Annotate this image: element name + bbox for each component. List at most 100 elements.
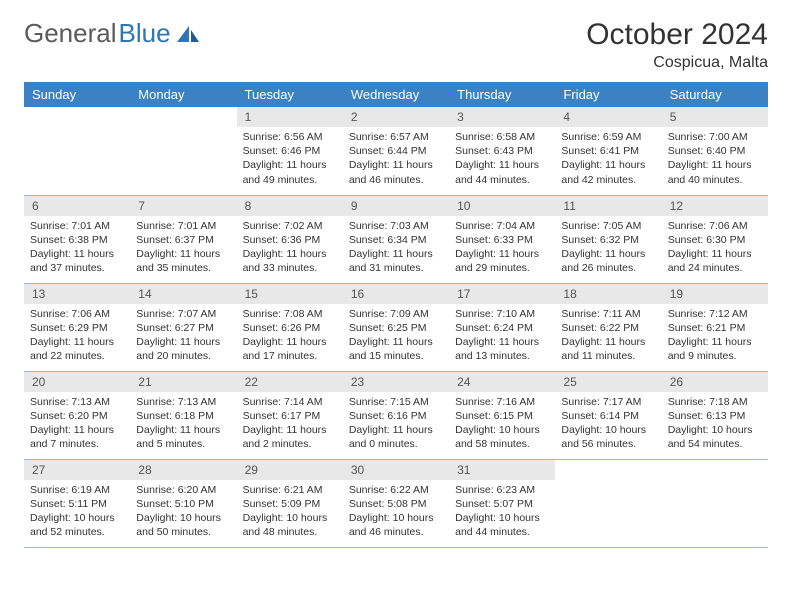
calendar-cell: 17Sunrise: 7:10 AMSunset: 6:24 PMDayligh… bbox=[449, 283, 555, 371]
day-details: Sunrise: 6:21 AMSunset: 5:09 PMDaylight:… bbox=[237, 480, 343, 543]
day-details: Sunrise: 7:16 AMSunset: 6:15 PMDaylight:… bbox=[449, 392, 555, 455]
day-details: Sunrise: 7:05 AMSunset: 6:32 PMDaylight:… bbox=[555, 216, 661, 279]
calendar-cell bbox=[555, 459, 661, 547]
calendar-cell: 2Sunrise: 6:57 AMSunset: 6:44 PMDaylight… bbox=[343, 107, 449, 195]
calendar-cell: 12Sunrise: 7:06 AMSunset: 6:30 PMDayligh… bbox=[662, 195, 768, 283]
title-block: October 2024 Cospicua, Malta bbox=[586, 18, 768, 72]
calendar-cell: 24Sunrise: 7:16 AMSunset: 6:15 PMDayligh… bbox=[449, 371, 555, 459]
calendar-cell: 31Sunrise: 6:23 AMSunset: 5:07 PMDayligh… bbox=[449, 459, 555, 547]
calendar-cell: 3Sunrise: 6:58 AMSunset: 6:43 PMDaylight… bbox=[449, 107, 555, 195]
day-number: 17 bbox=[449, 284, 555, 304]
calendar-cell: 20Sunrise: 7:13 AMSunset: 6:20 PMDayligh… bbox=[24, 371, 130, 459]
day-number: 19 bbox=[662, 284, 768, 304]
day-number: 27 bbox=[24, 460, 130, 480]
day-number: 28 bbox=[130, 460, 236, 480]
day-details: Sunrise: 7:17 AMSunset: 6:14 PMDaylight:… bbox=[555, 392, 661, 455]
day-number: 22 bbox=[237, 372, 343, 392]
calendar-row: 13Sunrise: 7:06 AMSunset: 6:29 PMDayligh… bbox=[24, 283, 768, 371]
calendar-cell: 30Sunrise: 6:22 AMSunset: 5:08 PMDayligh… bbox=[343, 459, 449, 547]
day-number: 7 bbox=[130, 196, 236, 216]
day-details: Sunrise: 7:02 AMSunset: 6:36 PMDaylight:… bbox=[237, 216, 343, 279]
day-details: Sunrise: 6:20 AMSunset: 5:10 PMDaylight:… bbox=[130, 480, 236, 543]
day-number: 21 bbox=[130, 372, 236, 392]
day-number: 8 bbox=[237, 196, 343, 216]
logo-sail-icon bbox=[175, 24, 201, 44]
calendar-table: SundayMondayTuesdayWednesdayThursdayFrid… bbox=[24, 82, 768, 548]
calendar-row: 20Sunrise: 7:13 AMSunset: 6:20 PMDayligh… bbox=[24, 371, 768, 459]
day-details: Sunrise: 7:11 AMSunset: 6:22 PMDaylight:… bbox=[555, 304, 661, 367]
month-title: October 2024 bbox=[586, 18, 768, 52]
day-details: Sunrise: 7:06 AMSunset: 6:29 PMDaylight:… bbox=[24, 304, 130, 367]
day-details: Sunrise: 7:06 AMSunset: 6:30 PMDaylight:… bbox=[662, 216, 768, 279]
calendar-cell: 13Sunrise: 7:06 AMSunset: 6:29 PMDayligh… bbox=[24, 283, 130, 371]
day-details: Sunrise: 7:10 AMSunset: 6:24 PMDaylight:… bbox=[449, 304, 555, 367]
day-details: Sunrise: 7:04 AMSunset: 6:33 PMDaylight:… bbox=[449, 216, 555, 279]
calendar-row: 1Sunrise: 6:56 AMSunset: 6:46 PMDaylight… bbox=[24, 107, 768, 195]
day-details: Sunrise: 7:15 AMSunset: 6:16 PMDaylight:… bbox=[343, 392, 449, 455]
header: GeneralBlue October 2024 Cospicua, Malta bbox=[24, 18, 768, 72]
day-details: Sunrise: 7:03 AMSunset: 6:34 PMDaylight:… bbox=[343, 216, 449, 279]
weekday-header: Wednesday bbox=[343, 82, 449, 107]
day-number: 18 bbox=[555, 284, 661, 304]
day-details: Sunrise: 7:00 AMSunset: 6:40 PMDaylight:… bbox=[662, 127, 768, 190]
calendar-cell: 15Sunrise: 7:08 AMSunset: 6:26 PMDayligh… bbox=[237, 283, 343, 371]
day-details: Sunrise: 7:12 AMSunset: 6:21 PMDaylight:… bbox=[662, 304, 768, 367]
calendar-cell: 6Sunrise: 7:01 AMSunset: 6:38 PMDaylight… bbox=[24, 195, 130, 283]
day-details: Sunrise: 6:57 AMSunset: 6:44 PMDaylight:… bbox=[343, 127, 449, 190]
calendar-cell: 7Sunrise: 7:01 AMSunset: 6:37 PMDaylight… bbox=[130, 195, 236, 283]
weekday-header: Saturday bbox=[662, 82, 768, 107]
weekday-header: Tuesday bbox=[237, 82, 343, 107]
calendar-cell: 4Sunrise: 6:59 AMSunset: 6:41 PMDaylight… bbox=[555, 107, 661, 195]
weekday-header-row: SundayMondayTuesdayWednesdayThursdayFrid… bbox=[24, 82, 768, 107]
calendar-cell: 10Sunrise: 7:04 AMSunset: 6:33 PMDayligh… bbox=[449, 195, 555, 283]
day-number: 14 bbox=[130, 284, 236, 304]
day-number: 30 bbox=[343, 460, 449, 480]
calendar-cell: 14Sunrise: 7:07 AMSunset: 6:27 PMDayligh… bbox=[130, 283, 236, 371]
calendar-cell: 29Sunrise: 6:21 AMSunset: 5:09 PMDayligh… bbox=[237, 459, 343, 547]
calendar-cell: 9Sunrise: 7:03 AMSunset: 6:34 PMDaylight… bbox=[343, 195, 449, 283]
day-details: Sunrise: 7:07 AMSunset: 6:27 PMDaylight:… bbox=[130, 304, 236, 367]
day-details: Sunrise: 6:22 AMSunset: 5:08 PMDaylight:… bbox=[343, 480, 449, 543]
calendar-cell: 8Sunrise: 7:02 AMSunset: 6:36 PMDaylight… bbox=[237, 195, 343, 283]
day-number: 29 bbox=[237, 460, 343, 480]
day-number: 24 bbox=[449, 372, 555, 392]
calendar-cell bbox=[662, 459, 768, 547]
calendar-cell: 21Sunrise: 7:13 AMSunset: 6:18 PMDayligh… bbox=[130, 371, 236, 459]
day-number: 31 bbox=[449, 460, 555, 480]
day-number: 15 bbox=[237, 284, 343, 304]
weekday-header: Monday bbox=[130, 82, 236, 107]
day-number: 5 bbox=[662, 107, 768, 127]
calendar-body: 1Sunrise: 6:56 AMSunset: 6:46 PMDaylight… bbox=[24, 107, 768, 547]
day-details: Sunrise: 6:59 AMSunset: 6:41 PMDaylight:… bbox=[555, 127, 661, 190]
day-details: Sunrise: 7:09 AMSunset: 6:25 PMDaylight:… bbox=[343, 304, 449, 367]
day-details: Sunrise: 7:01 AMSunset: 6:38 PMDaylight:… bbox=[24, 216, 130, 279]
weekday-header: Friday bbox=[555, 82, 661, 107]
calendar-cell: 18Sunrise: 7:11 AMSunset: 6:22 PMDayligh… bbox=[555, 283, 661, 371]
day-number: 25 bbox=[555, 372, 661, 392]
calendar-cell: 5Sunrise: 7:00 AMSunset: 6:40 PMDaylight… bbox=[662, 107, 768, 195]
weekday-header: Thursday bbox=[449, 82, 555, 107]
calendar-cell bbox=[24, 107, 130, 195]
day-details: Sunrise: 7:08 AMSunset: 6:26 PMDaylight:… bbox=[237, 304, 343, 367]
calendar-cell: 22Sunrise: 7:14 AMSunset: 6:17 PMDayligh… bbox=[237, 371, 343, 459]
calendar-cell: 25Sunrise: 7:17 AMSunset: 6:14 PMDayligh… bbox=[555, 371, 661, 459]
day-details: Sunrise: 6:23 AMSunset: 5:07 PMDaylight:… bbox=[449, 480, 555, 543]
calendar-cell: 23Sunrise: 7:15 AMSunset: 6:16 PMDayligh… bbox=[343, 371, 449, 459]
calendar-cell: 26Sunrise: 7:18 AMSunset: 6:13 PMDayligh… bbox=[662, 371, 768, 459]
calendar-cell: 1Sunrise: 6:56 AMSunset: 6:46 PMDaylight… bbox=[237, 107, 343, 195]
day-number: 10 bbox=[449, 196, 555, 216]
day-number: 2 bbox=[343, 107, 449, 127]
calendar-cell bbox=[130, 107, 236, 195]
day-number: 23 bbox=[343, 372, 449, 392]
day-details: Sunrise: 6:56 AMSunset: 6:46 PMDaylight:… bbox=[237, 127, 343, 190]
day-number: 4 bbox=[555, 107, 661, 127]
day-details: Sunrise: 7:18 AMSunset: 6:13 PMDaylight:… bbox=[662, 392, 768, 455]
calendar-cell: 16Sunrise: 7:09 AMSunset: 6:25 PMDayligh… bbox=[343, 283, 449, 371]
day-number: 9 bbox=[343, 196, 449, 216]
logo-text-gray: General bbox=[24, 18, 117, 49]
day-number: 1 bbox=[237, 107, 343, 127]
calendar-cell: 11Sunrise: 7:05 AMSunset: 6:32 PMDayligh… bbox=[555, 195, 661, 283]
calendar-cell: 19Sunrise: 7:12 AMSunset: 6:21 PMDayligh… bbox=[662, 283, 768, 371]
calendar-cell: 28Sunrise: 6:20 AMSunset: 5:10 PMDayligh… bbox=[130, 459, 236, 547]
logo: GeneralBlue bbox=[24, 18, 201, 49]
